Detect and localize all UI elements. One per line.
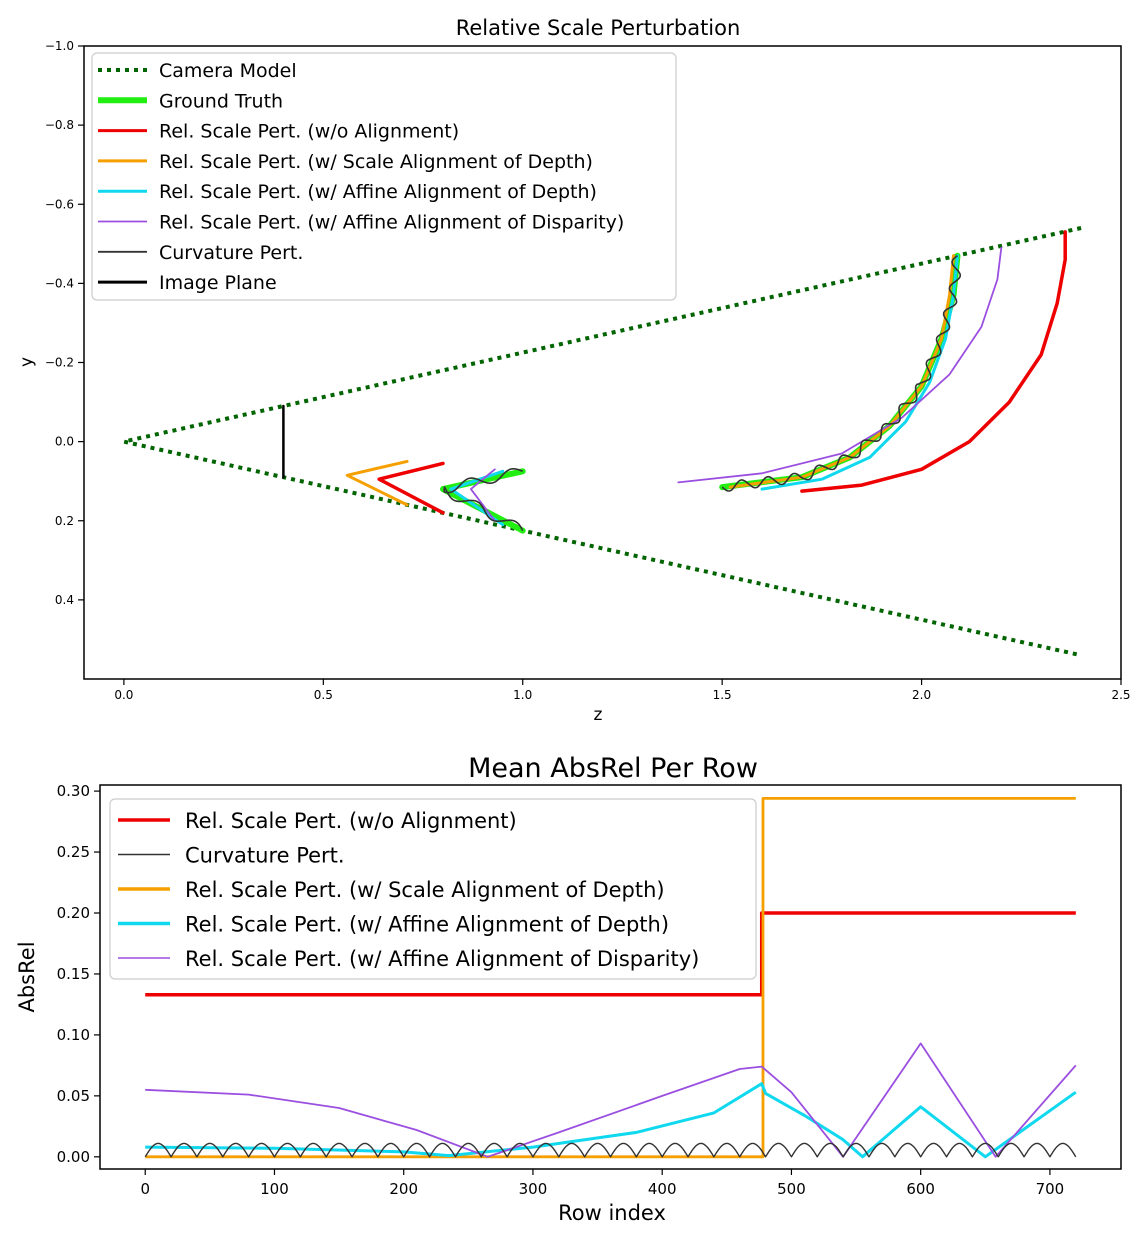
y-tick-label: −1.0 (45, 39, 74, 53)
y-tick-label: 0.20 (57, 904, 90, 922)
series-affine-alignment-of-disparity-wedge (469, 468, 496, 522)
x-tick-label: 2.5 (1111, 688, 1130, 702)
legend-label-rel-scale-pert-w-o-alignment: Rel. Scale Pert. (w/o Alignment) (185, 809, 517, 833)
x-tick-label: 0 (140, 1180, 150, 1198)
y-tick-label: 0.15 (57, 965, 90, 983)
x-tick-label: 700 (1036, 1180, 1065, 1198)
y-tick-label: −0.2 (45, 356, 74, 370)
y-tick-label: 0.2 (55, 514, 74, 528)
chart2-xlabel: Row index (558, 1201, 666, 1225)
x-tick-label: 0.0 (114, 688, 133, 702)
legend-label-rel-scale-pert-w-o-alignment: Rel. Scale Pert. (w/o Alignment) (159, 121, 459, 143)
series-curvature-pert (144, 1142, 1077, 1158)
x-tick-label: 100 (260, 1180, 289, 1198)
series-affine-alignment-of-disparity-curve (677, 246, 1003, 484)
series-rel-scale-pert-w-o-alignment-curve (800, 230, 1067, 493)
series-scale-alignment-of-depth-curve (728, 254, 955, 489)
x-tick-label: 200 (389, 1180, 418, 1198)
y-tick-label: −0.4 (45, 276, 74, 290)
series-rel-scale-pert-w-affine-alignment-of-depth (145, 1082, 1077, 1159)
chart-relative-scale-perturbation: Relative Scale Perturbation 0.0 0.5 1.0 1.5… (17, 16, 1131, 725)
y-tick-label: 0.10 (57, 1026, 90, 1044)
legend-label-image-plane: Image Plane (159, 272, 277, 294)
chart2-title: Mean AbsRel Per Row (468, 753, 758, 784)
chart2-ticks: 0 100 200 300 400 500 600 700 0.00 0.05 0.10 0.15 0.… (57, 782, 1065, 1198)
chart1-ylabel: y (17, 357, 37, 367)
legend-label-curvature-pert: Curvature Pert. (185, 844, 345, 868)
y-tick-label: 0.0 (55, 435, 74, 449)
series-scale-alignment-of-depth-wedge (345, 459, 409, 507)
legend-label-rel-scale-pert-w-affine-alignment-of-disparity: Rel. Scale Pert. (w/ Affine Alignment of… (185, 947, 699, 971)
chart1-title: Relative Scale Perturbation (456, 16, 741, 40)
x-tick-label: 500 (777, 1180, 806, 1198)
legend-label-camera-model: Camera Model (159, 60, 297, 82)
legend-label-rel-scale-pert-w-affine-alignment-of-depth: Rel. Scale Pert. (w/ Affine Alignment of… (185, 913, 669, 937)
legend-label-rel-scale-pert-w-scale-alignment-of-depth: Rel. Scale Pert. (w/ Scale Alignment of … (185, 878, 665, 902)
x-tick-label: 400 (648, 1180, 677, 1198)
chart1-legend: Camera Model Ground Truth Rel. Scale Pert.… (91, 52, 677, 301)
legend-label-ground-truth: Ground Truth (159, 90, 283, 112)
y-tick-label: 0.00 (57, 1148, 90, 1166)
chart2-legend: Rel. Scale Pert. (w/o Alignment) Curvatur… (109, 798, 757, 980)
x-tick-label: 0.5 (314, 688, 333, 702)
series-curvature-pert-curve (721, 255, 962, 492)
series-camera-model (121, 226, 1082, 658)
series-ground-truth-wedge (440, 468, 526, 534)
chart2-ylabel: AbsRel (15, 941, 39, 1012)
y-tick-label: 0.05 (57, 1087, 90, 1105)
chart1-ticks: 0.0 0.5 1.0 1.5 2.0 2.5 −1.0 −0.8 −0.6 −0.4 −0.2 0.… (45, 39, 1131, 702)
legend-label-curvature-pert: Curvature Pert. (159, 242, 303, 264)
chart2-series-layer (144, 797, 1077, 1159)
legend-label-rel-scale-pert-w-scale-alignment-of-depth: Rel. Scale Pert. (w/ Scale Alignment of … (159, 151, 593, 173)
x-tick-label: 1.0 (513, 688, 532, 702)
y-tick-label: −0.8 (45, 118, 74, 132)
x-tick-label: 1.5 (713, 688, 732, 702)
series-curvature-pert-wedge (443, 467, 524, 531)
series-affine-alignment-of-depth-curve (760, 254, 959, 491)
series-rel-scale-pert-w-affine-alignment-of-disparity (145, 1042, 1077, 1158)
chart1-xlabel: z (594, 705, 603, 725)
chart1-series-layer (121, 226, 1082, 658)
chart-mean-absrel-per-row: Mean AbsRel Per Row 0 100 200 300 400 500 600 7… (15, 753, 1122, 1225)
y-tick-label: 0.4 (55, 593, 74, 607)
chart2-legend-box (109, 798, 757, 980)
x-tick-label: 300 (519, 1180, 548, 1198)
series-rel-scale-pert-w-scale-alignment-of-depth (145, 797, 1076, 1159)
chart1-legend-box (91, 52, 677, 301)
legend-label-rel-scale-pert-w-affine-alignment-of-disparity: Rel. Scale Pert. (w/ Affine Alignment of… (159, 212, 624, 234)
x-tick-label: 2.0 (912, 688, 931, 702)
chart2-axes-frame (99, 784, 1122, 1170)
series-rel-scale-pert-w-o-alignment-wedge (377, 461, 445, 515)
x-tick-label: 600 (906, 1180, 935, 1198)
y-tick-label: −0.6 (45, 197, 74, 211)
legend-label-rel-scale-pert-w-affine-alignment-of-depth: Rel. Scale Pert. (w/ Affine Alignment of… (159, 181, 597, 203)
y-tick-label: 0.30 (57, 782, 90, 800)
y-tick-label: 0.25 (57, 843, 90, 861)
